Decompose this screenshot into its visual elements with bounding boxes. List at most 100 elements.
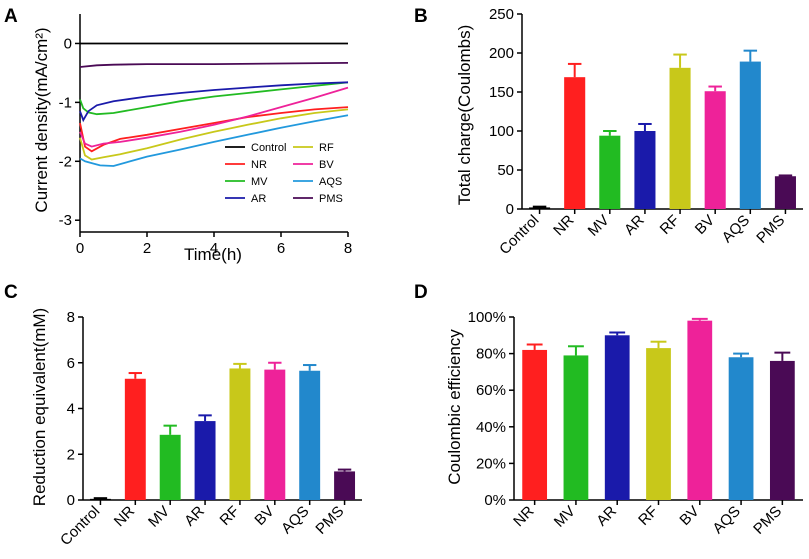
panel-d-ytick-label: 80% xyxy=(476,346,506,363)
panel-b-ytick-label: 250 xyxy=(489,6,514,23)
panel-b-bar-pms xyxy=(774,176,796,209)
panel-b-ytick-label: 100 xyxy=(489,123,514,140)
panel-d-bar-ar xyxy=(604,335,630,500)
panel-d-bar-rf xyxy=(646,348,671,500)
panel-b-bar-control xyxy=(529,207,551,209)
panel-a-xtick-label: 0 xyxy=(76,240,84,257)
panel-a-series-rf xyxy=(79,108,349,161)
panel-a-series-nr xyxy=(79,106,349,153)
panel-c-ytick-label: 4 xyxy=(67,401,75,418)
panel-a-series-pms xyxy=(79,62,349,68)
panel-c-xtick-label-bv: BV xyxy=(251,503,277,529)
panel-b-ytick-label: 200 xyxy=(489,45,514,62)
panel-c-ytick-label: 6 xyxy=(67,355,75,372)
panel-d-bar-bv xyxy=(687,320,713,500)
panel-c-bar-rf xyxy=(229,368,251,500)
legend-label-control: Control xyxy=(251,142,286,154)
legend-label-bv: BV xyxy=(319,159,334,171)
panel-a-xlabel: Time(h) xyxy=(184,245,242,264)
panel-b-xtick-label-rf: RF xyxy=(657,212,683,238)
panel-c-bar-ar xyxy=(194,421,216,500)
panel-b-xtick-label-mv: MV xyxy=(585,212,613,240)
panel-d-bar-chart: 0% 20% 40% 60% 80% 100% NR MV AR RF BV AQS PMS xyxy=(468,309,803,538)
panel-c-bar-pms xyxy=(334,471,356,500)
panel-c-bar-bv xyxy=(264,369,286,500)
panel-d-ytick-label: 100% xyxy=(468,309,506,326)
panel-b-ytick-label: 50 xyxy=(497,162,514,179)
panel-c-xtick-label-nr: NR xyxy=(111,503,138,530)
panel-b-xtick-label-ar: AR xyxy=(621,212,648,239)
legend-label-mv: MV xyxy=(251,176,268,188)
panel-c-xtick-label-control: Control xyxy=(57,503,103,549)
panel-c-bar-aqs xyxy=(299,370,321,500)
panel-c-bar-chart: 0 2 4 6 8 Control NR MV AR RF BV AQS PMS xyxy=(57,309,362,549)
panel-a-ytick-label: -3 xyxy=(59,212,72,229)
panel-a-series-ar xyxy=(79,81,349,123)
panel-d-bar-nr xyxy=(522,349,548,500)
panel-d-bar-mv xyxy=(563,355,589,500)
panel-c-xtick-label-mv: MV xyxy=(145,503,173,531)
panel-a-ytick-label: -2 xyxy=(59,153,72,170)
panel-d-ytick-label: 40% xyxy=(476,419,506,436)
panel-d-xtick-label-aqs: AQS xyxy=(709,503,743,537)
panel-b-ylabel: Total charge(Coulombs) xyxy=(455,25,474,205)
panel-b-xtick-label-nr: NR xyxy=(550,212,577,239)
panel-b-bar-mv xyxy=(599,135,621,209)
panel-a-ylabel: Current density(mA/cm²) xyxy=(32,27,51,212)
panel-d-xtick-label-bv: BV xyxy=(676,503,702,529)
panel-a-xtick-label: 6 xyxy=(277,240,285,257)
legend-label-aqs: AQS xyxy=(319,176,342,188)
panel-b-xtick-label-bv: BV xyxy=(692,212,718,238)
panel-b-bar-rf xyxy=(669,67,691,209)
panel-b-ytick-label: 0 xyxy=(506,201,514,218)
panel-c-ytick-label: 0 xyxy=(67,492,75,509)
panel-c-bar-mv xyxy=(159,434,181,500)
panel-b-bar-ar xyxy=(634,131,656,209)
panel-d-ytick-label: 60% xyxy=(476,382,506,399)
panel-label-a: A xyxy=(4,6,18,27)
panel-label-c: C xyxy=(4,282,18,303)
legend-label-rf: RF xyxy=(319,142,334,154)
legend-label-ar: AR xyxy=(251,193,266,205)
panel-c-bar-control xyxy=(89,498,111,500)
panel-d-bar-aqs xyxy=(728,357,754,500)
panel-a-xtick-label: 2 xyxy=(143,240,151,257)
panel-a-ytick-label: -1 xyxy=(59,94,72,111)
panel-b-ytick-label: 150 xyxy=(489,84,514,101)
legend-label-pms: PMS xyxy=(319,193,343,205)
panel-b-xtick-label-aqs: AQS xyxy=(719,212,753,246)
panel-d-xtick-label-mv: MV xyxy=(551,503,579,531)
panel-d-xtick-label-nr: NR xyxy=(510,503,537,530)
panel-d-xtick-label-ar: AR xyxy=(593,503,620,530)
panel-a-xtick-label: 8 xyxy=(344,240,352,257)
panel-a-series-bv xyxy=(79,86,349,148)
panel-a-series-aqs xyxy=(79,114,349,167)
panel-c-xtick-label-rf: RF xyxy=(217,503,243,529)
panel-b-xtick-label-pms: PMS xyxy=(753,212,788,247)
panel-d-ytick-label: 0% xyxy=(484,492,506,509)
panel-b-xtick-label-control: Control xyxy=(496,212,542,258)
panel-c-xtick-label-ar: AR xyxy=(181,503,208,530)
panel-d-ylabel: Coulombic efficiency xyxy=(445,329,464,485)
panel-c-ylabel: Reduction equivalent(mM) xyxy=(30,308,49,506)
panel-b-bar-aqs xyxy=(739,61,761,209)
panel-a-ytick-label: 0 xyxy=(64,35,72,52)
panel-label-b: B xyxy=(414,6,428,27)
legend-label-nr: NR xyxy=(251,159,267,171)
panel-c-xtick-label-aqs: AQS xyxy=(278,503,312,537)
panel-c-bar-nr xyxy=(124,378,146,500)
panel-a-xtick-label: 4 xyxy=(210,240,218,257)
panel-d-ytick-label: 20% xyxy=(476,455,506,472)
panel-c-xtick-label-pms: PMS xyxy=(312,503,347,538)
panel-d-xtick-label-rf: RF xyxy=(635,503,661,529)
panel-c-ytick-label: 8 xyxy=(67,309,75,326)
panel-d-xtick-label-pms: PMS xyxy=(750,503,785,538)
panel-label-d: D xyxy=(414,282,428,303)
panel-b-bar-chart: 0 50 100 150 200 250 Control NR MV AR RF BV AQS PMS xyxy=(489,6,803,258)
panel-d-bar-pms xyxy=(769,360,795,500)
panel-b-bar-bv xyxy=(704,91,726,209)
panel-b-bar-nr xyxy=(564,77,586,210)
panel-c-ytick-label: 2 xyxy=(67,446,75,463)
